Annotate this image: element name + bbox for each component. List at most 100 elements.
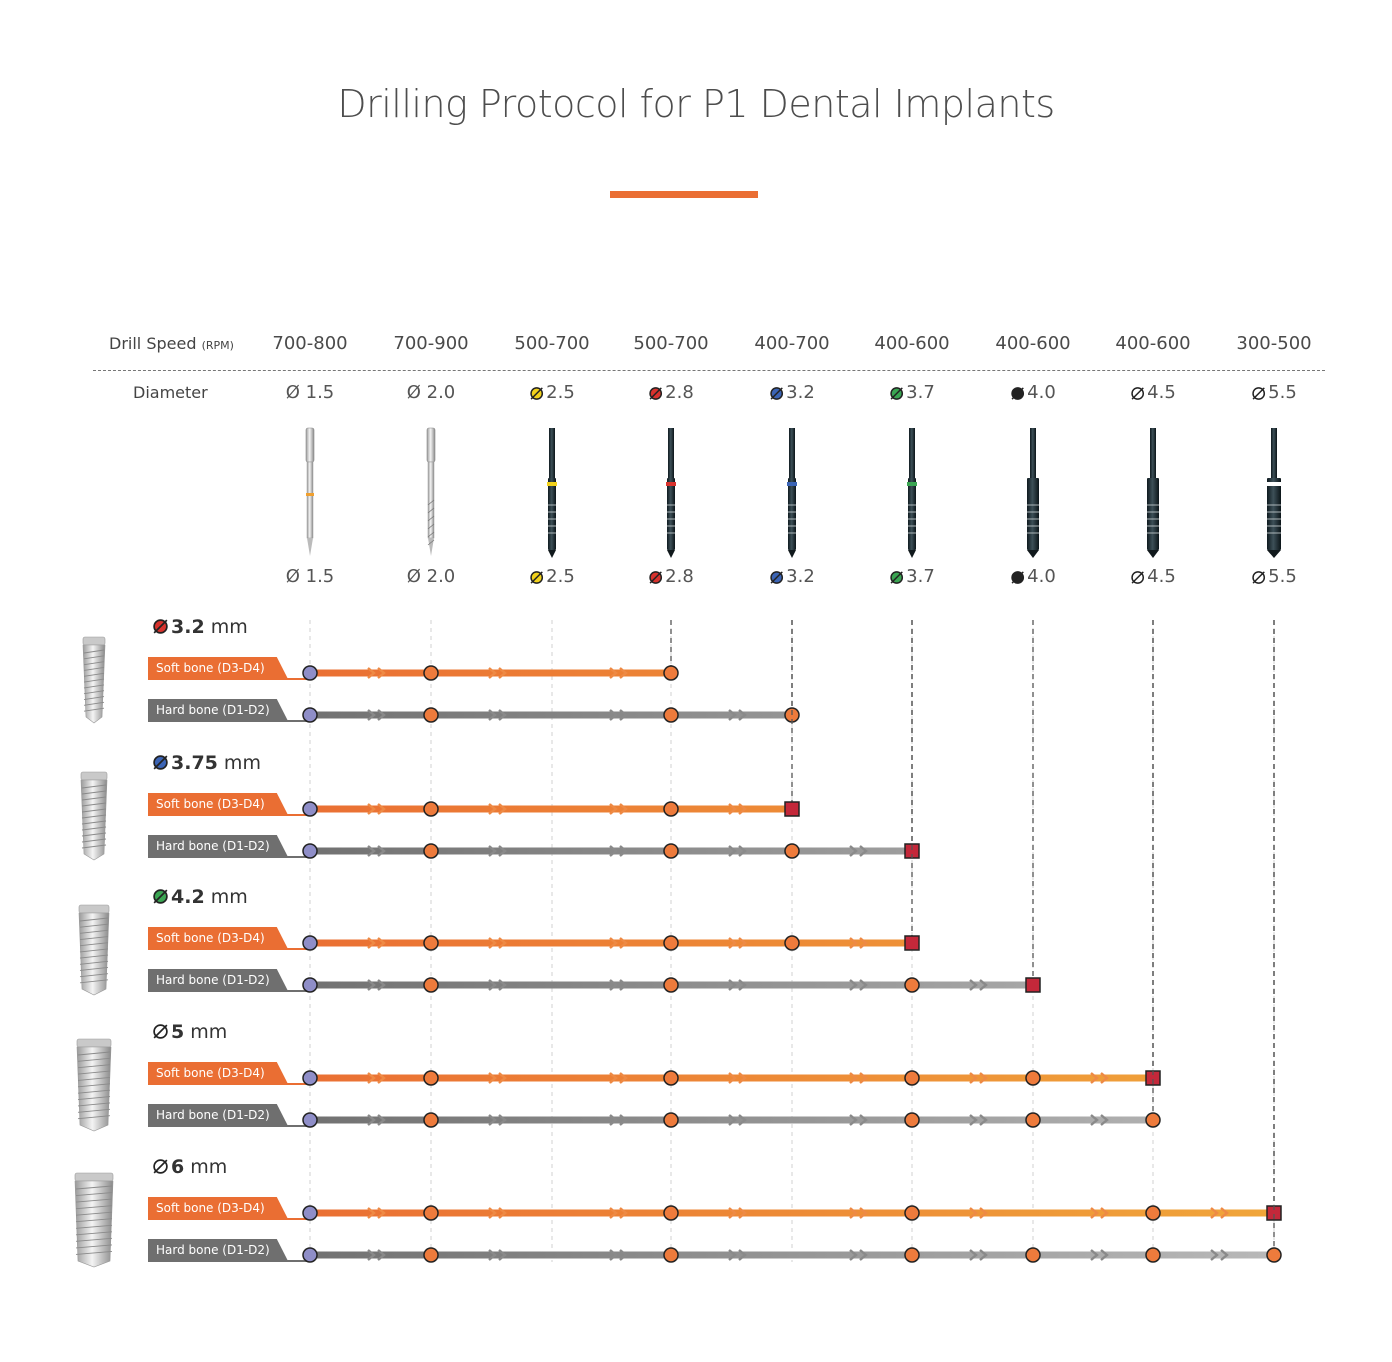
step-marker xyxy=(663,665,679,681)
start-step-marker xyxy=(302,707,318,723)
step-marker xyxy=(423,1247,439,1263)
start-step-marker xyxy=(302,977,318,993)
chevron-icon xyxy=(377,667,386,679)
step-marker xyxy=(1145,1247,1161,1263)
chevron-icon xyxy=(969,979,978,991)
protocol-bar xyxy=(671,1074,912,1082)
start-step-marker xyxy=(302,1205,318,1221)
chevron-icon xyxy=(728,845,737,857)
implant-diameter-unit: mm xyxy=(184,1156,228,1178)
protocol-bar xyxy=(310,939,431,947)
chevron-icon xyxy=(498,937,507,949)
chevron-icon xyxy=(738,845,747,857)
implant-diameter-unit: mm xyxy=(204,616,248,638)
chevron-icon xyxy=(488,667,497,679)
chevron-icon xyxy=(619,667,628,679)
step-marker xyxy=(1145,1205,1161,1221)
chevron-icon xyxy=(498,1249,507,1261)
step-marker xyxy=(904,1070,920,1086)
chevron-icon xyxy=(377,1249,386,1261)
chevron-icon xyxy=(728,1207,737,1219)
protocol-bar xyxy=(431,939,671,947)
chevron-icon xyxy=(498,1207,507,1219)
drill-diameter-text: 2.5 xyxy=(546,382,575,403)
chevron-icon xyxy=(377,1207,386,1219)
implant-diameter-value: 4.2 xyxy=(171,886,205,908)
chevron-icon xyxy=(849,1072,858,1084)
drill-speed-text: Drill Speed xyxy=(109,334,197,353)
step-marker xyxy=(904,1205,920,1221)
drill-diameter-bottom-7: 4.5 xyxy=(1130,566,1176,587)
implant-diameter-title: 5 mm xyxy=(152,1021,227,1043)
chevron-icon xyxy=(367,937,376,949)
drill-diameter-top-5: 3.7 xyxy=(889,382,935,403)
chevron-icon xyxy=(969,1249,978,1261)
hard-bone-label: Hard bone (D1-D2) xyxy=(148,969,288,991)
chevron-icon xyxy=(498,709,507,721)
soft-bone-label: Soft bone (D3-D4) xyxy=(148,657,288,679)
chevron-icon xyxy=(619,1249,628,1261)
chevron-icon xyxy=(738,803,747,815)
soft-bone-label: Soft bone (D3-D4) xyxy=(148,1197,288,1219)
drill-diameter-bottom-4: 3.2 xyxy=(769,566,815,587)
final-step-marker xyxy=(1025,977,1041,993)
implant-diameter-unit: mm xyxy=(204,886,248,908)
row-underline xyxy=(148,1260,310,1262)
protocol-bar xyxy=(792,847,912,855)
chevron-icon xyxy=(488,803,497,815)
row-underline xyxy=(148,720,310,722)
drill-diameter-text: 4.0 xyxy=(1027,382,1056,403)
protocol-bar xyxy=(310,1074,431,1082)
chevron-icon xyxy=(609,937,618,949)
step-marker xyxy=(1145,1112,1161,1128)
step-marker xyxy=(423,935,439,951)
drill-speed-7: 400-600 xyxy=(1115,333,1191,354)
drill-speed-0: 700-800 xyxy=(272,333,348,354)
protocol-bar xyxy=(310,1251,431,1259)
step-marker xyxy=(663,935,679,951)
chevron-icon xyxy=(619,1207,628,1219)
chevron-icon xyxy=(969,1114,978,1126)
implant-diameter-title: 4.2 mm xyxy=(152,886,248,908)
chevron-icon xyxy=(619,1114,628,1126)
protocol-bar xyxy=(310,1209,431,1217)
chevron-icon xyxy=(619,937,628,949)
drill-diameter-top-6: 4.0 xyxy=(1010,382,1056,403)
drill-speed-6: 400-600 xyxy=(995,333,1071,354)
implant-icon xyxy=(80,771,108,861)
drill-speed-3: 500-700 xyxy=(633,333,709,354)
chevron-icon xyxy=(367,1249,376,1261)
chevron-icon xyxy=(498,979,507,991)
step-marker xyxy=(904,1112,920,1128)
drill-diameter-text: 2.5 xyxy=(546,566,575,587)
chevron-icon xyxy=(367,803,376,815)
implant-diameter-value: 5 xyxy=(171,1021,185,1043)
step-marker xyxy=(663,1112,679,1128)
start-step-marker xyxy=(302,935,318,951)
step-marker xyxy=(423,843,439,859)
drill-diameter-top-3: 2.8 xyxy=(648,382,694,403)
chevron-icon xyxy=(1210,1249,1219,1261)
chevron-icon xyxy=(367,1207,376,1219)
protocol-bar xyxy=(1153,1251,1274,1259)
implant-diameter-unit: mm xyxy=(217,752,261,774)
chevron-icon xyxy=(1100,1249,1109,1261)
step-marker xyxy=(1025,1070,1041,1086)
drill-diameter-text: 3.2 xyxy=(786,566,815,587)
chevron-icon xyxy=(738,1249,747,1261)
drill-diameter-text: Ø 1.5 xyxy=(285,566,335,587)
protocol-bar xyxy=(912,981,1033,989)
chevron-icon xyxy=(619,845,628,857)
chevron-icon xyxy=(609,667,618,679)
protocol-bar xyxy=(431,1251,671,1259)
chevron-icon xyxy=(619,979,628,991)
protocol-bar xyxy=(310,711,431,719)
chevron-icon xyxy=(498,667,507,679)
chevron-icon xyxy=(609,1249,618,1261)
chevron-icon xyxy=(377,979,386,991)
chevron-icon xyxy=(367,1072,376,1084)
step-marker xyxy=(663,1205,679,1221)
row-underline xyxy=(148,678,310,680)
step-marker xyxy=(1025,1247,1041,1263)
drill-diameter-top-2: 2.5 xyxy=(529,382,575,403)
